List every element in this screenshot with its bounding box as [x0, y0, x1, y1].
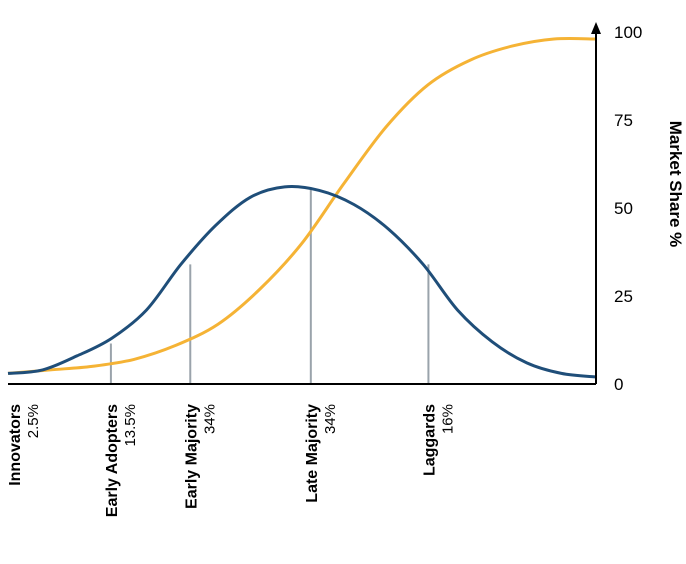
segment-labels: Innovators 2.5% Early Adopters 13.5% Early M…	[7, 404, 457, 517]
segment-name-label: Innovators	[7, 404, 24, 486]
segment-boundaries	[109, 188, 430, 384]
y-axis-title: Market Share %	[666, 121, 685, 248]
y-tick-label: 50	[614, 199, 633, 218]
segment-name-label: Laggards	[421, 404, 438, 476]
segment-percent-label: 13.5%	[122, 404, 139, 447]
y-tick-label: 75	[614, 111, 633, 130]
y-axis-arrowhead	[591, 22, 601, 34]
segment-percent-label: 34%	[322, 404, 339, 434]
y-tick-label: 0	[614, 375, 623, 394]
y-tick-labels: 0 25 50 75 100	[614, 23, 642, 394]
y-tick-label: 100	[614, 23, 642, 42]
market-share-curve	[7, 37, 597, 375]
segment-percent-label: 16%	[439, 404, 456, 434]
segment-name-label: Early Majority	[183, 404, 200, 509]
adoption-curve	[7, 185, 597, 379]
y-tick-label: 25	[614, 287, 633, 306]
segment-percent-label: 2.5%	[25, 404, 42, 438]
segment-name-label: Late Majority	[304, 404, 321, 503]
segment-name-label: Early Adopters	[104, 404, 121, 517]
segment-percent-label: 34%	[201, 404, 218, 434]
